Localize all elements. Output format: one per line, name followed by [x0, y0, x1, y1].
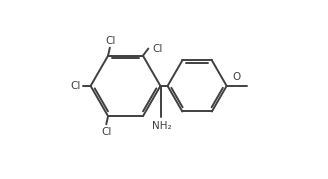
Text: Cl: Cl [101, 127, 112, 137]
Text: Cl: Cl [105, 36, 115, 46]
Text: Cl: Cl [153, 43, 163, 54]
Text: Cl: Cl [71, 81, 81, 91]
Text: NH₂: NH₂ [152, 121, 171, 131]
Text: O: O [232, 72, 241, 82]
